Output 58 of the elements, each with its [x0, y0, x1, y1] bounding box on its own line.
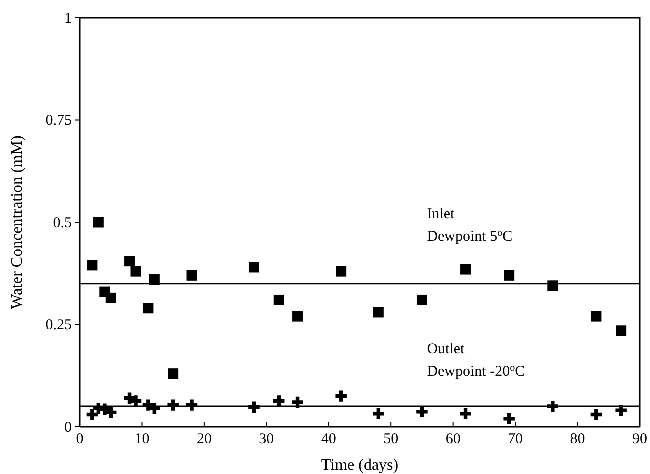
x-tick-label: 20 [196, 432, 212, 448]
y-tick-label: 0 [64, 420, 72, 436]
x-axis-title: Time (days) [321, 457, 399, 474]
point [460, 264, 472, 275]
point [86, 409, 98, 420]
point [416, 406, 428, 418]
point [590, 409, 602, 420]
annotation: Inlet [427, 206, 456, 222]
annotation: Dewpoint -20$^{o}$C [427, 362, 526, 380]
point [548, 280, 558, 292]
x-tick-label: 70 [508, 432, 524, 448]
point [547, 400, 558, 412]
point [336, 266, 347, 277]
point [248, 402, 260, 413]
point [416, 294, 428, 306]
point [292, 311, 304, 322]
x-tick-label: 90 [632, 432, 648, 448]
point [591, 311, 602, 322]
point [143, 303, 154, 314]
point [616, 326, 627, 336]
y-tick-label: 0.25 [46, 318, 72, 334]
point [149, 402, 160, 414]
x-tick-label: 0 [76, 432, 84, 448]
x-tick-label: 10 [134, 432, 150, 448]
point [504, 413, 515, 424]
point [106, 407, 117, 418]
point [248, 262, 260, 273]
point [460, 408, 472, 420]
point [504, 270, 515, 281]
point [130, 266, 142, 277]
y-axis-title: Water Concentration (mM) [9, 136, 26, 310]
point [93, 217, 104, 228]
point [373, 408, 384, 420]
point [274, 396, 285, 407]
y-tick-label: 0.5 [53, 215, 72, 232]
point [292, 396, 304, 408]
point [186, 270, 198, 281]
point [168, 368, 179, 380]
point [186, 400, 198, 411]
y-tick-label: 0.75 [46, 113, 72, 130]
point [274, 294, 284, 306]
point [336, 390, 347, 402]
x-tick-label: 50 [384, 432, 399, 448]
y-tick-label: 1 [64, 10, 72, 27]
x-tick-label: 40 [321, 432, 336, 448]
point [149, 274, 160, 286]
point [130, 396, 142, 407]
annotation: Outlet [427, 341, 466, 358]
point [124, 256, 136, 267]
point [168, 400, 179, 411]
point [106, 292, 116, 304]
point [616, 405, 627, 416]
x-tick-label: 60 [446, 432, 461, 448]
point [373, 307, 384, 318]
x-tick-label: 30 [259, 432, 274, 448]
annotation: Dewpoint 5$^{o}$C [427, 227, 513, 245]
x-tick-label: 80 [570, 432, 586, 448]
point [87, 260, 98, 271]
